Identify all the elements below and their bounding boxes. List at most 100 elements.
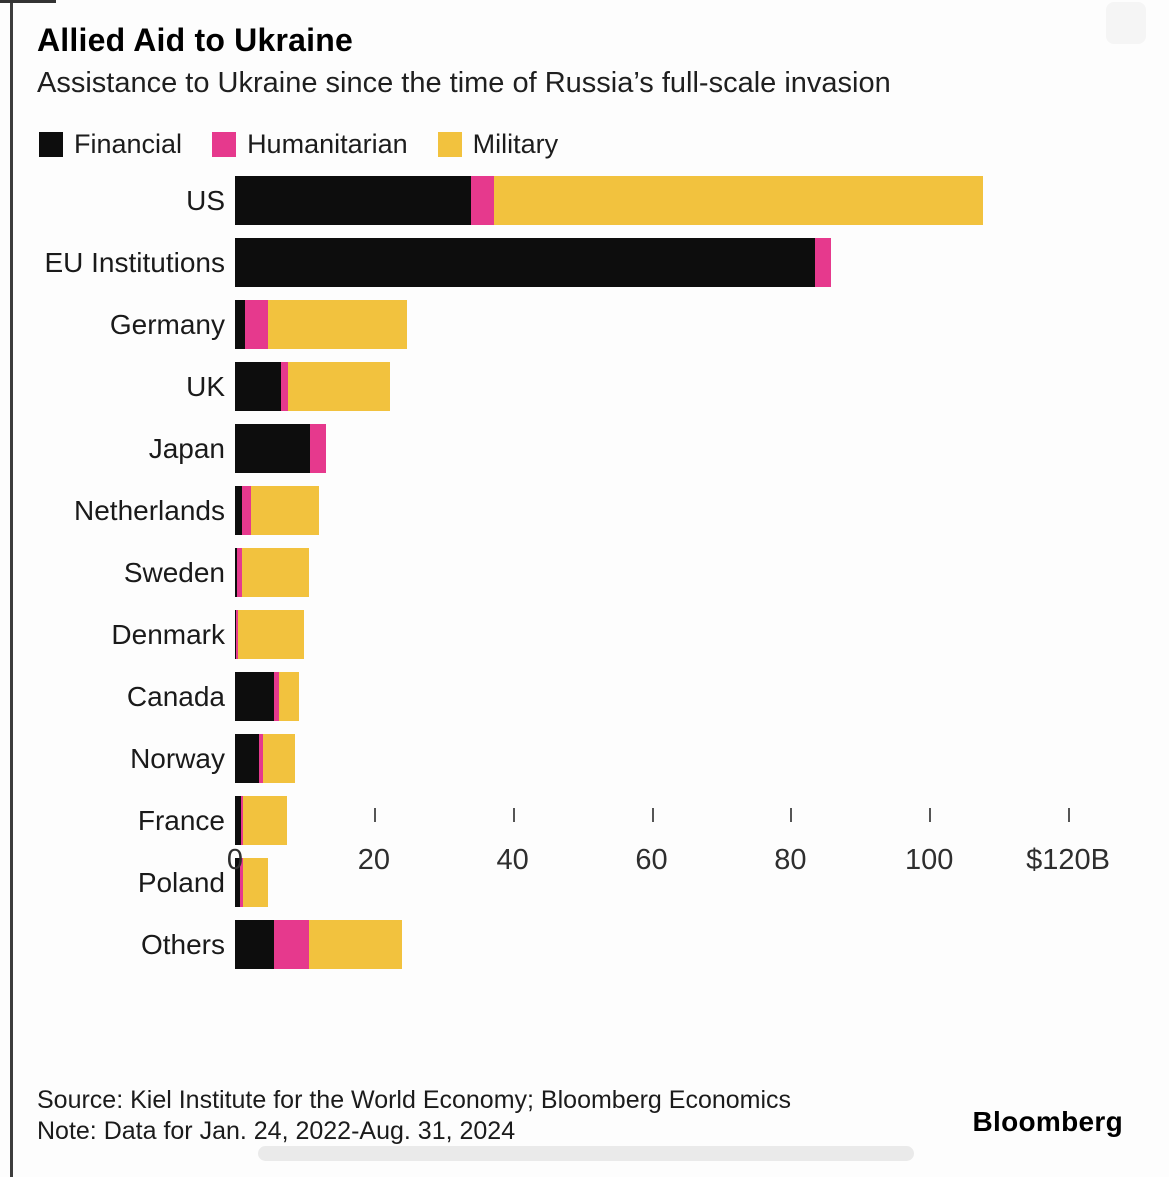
bar-row: Norway (0, 734, 1169, 783)
bar-row: Germany (0, 300, 1169, 349)
bar-segment-financial (235, 486, 242, 535)
axis-tick-label: 100 (904, 844, 954, 876)
bar-row: Poland (0, 858, 1169, 907)
bar-row: France (0, 796, 1169, 845)
bar-row: Others (0, 920, 1169, 969)
bar-row: UK (0, 362, 1169, 411)
note-text: Note: Data for Jan. 24, 2022-Aug. 31, 20… (37, 1117, 516, 1145)
bar-rows: US EU Institutions Germany UK Japan Netherlan… (0, 176, 1169, 969)
bar-segment-financial (235, 920, 274, 969)
legend-item-financial: Financial (39, 129, 182, 160)
legend-label: Military (472, 129, 559, 159)
bar-segment-financial (235, 548, 238, 597)
bar-segment-humanitarian (273, 920, 309, 969)
source-text: Source: Kiel Institute for the World Eco… (37, 1086, 792, 1114)
financial-swatch-icon (39, 132, 63, 157)
bar-segment-humanitarian (814, 238, 831, 287)
category-label: UK (186, 370, 225, 402)
bar-track (235, 796, 288, 845)
bar-segment-financial (235, 176, 472, 225)
category-label: Japan (148, 432, 225, 464)
bar-row: US (0, 176, 1169, 225)
bar-segment-financial (235, 300, 245, 349)
bar-segment-military (278, 672, 299, 721)
bar-segment-humanitarian (241, 486, 251, 535)
video-control-ghost (1106, 2, 1146, 44)
bar-segment-military (238, 610, 305, 659)
bar-segment-military (242, 858, 269, 907)
legend-item-humanitarian: Humanitarian (212, 129, 408, 160)
bar-segment-military (287, 362, 390, 411)
category-label: Norway (130, 742, 225, 774)
military-swatch-icon (437, 132, 462, 157)
bar-track (235, 300, 408, 349)
bar-segment-financial (235, 610, 237, 659)
video-scrubber-bar[interactable] (258, 1146, 914, 1161)
category-label: Canada (126, 680, 225, 712)
window-left-border (10, 0, 13, 1177)
window-top-border (0, 0, 56, 3)
axis-tick (929, 808, 932, 822)
bar-track (235, 486, 319, 535)
bar-segment-humanitarian (273, 672, 279, 721)
bar-segment-humanitarian (259, 734, 264, 783)
bar-segment-military (243, 796, 288, 845)
humanitarian-swatch-icon (212, 132, 237, 157)
bar-row: EU Institutions (0, 238, 1169, 287)
bar-segment-humanitarian (309, 424, 326, 473)
bar-segment-financial (235, 858, 240, 907)
bar-track (235, 238, 831, 287)
bar-segment-humanitarian (471, 176, 494, 225)
axis-tick (373, 808, 376, 822)
category-label: EU Institutions (44, 246, 225, 278)
axis-tick-label: $120B (1026, 844, 1110, 876)
bar-track (235, 858, 269, 907)
bar-row: Netherlands (0, 486, 1169, 535)
bar-segment-humanitarian (240, 796, 244, 845)
bar-segment-financial (235, 796, 241, 845)
bar-track (235, 610, 305, 659)
axis-tick-label: 80 (774, 844, 807, 876)
axis-tick (651, 808, 654, 822)
bar-segment-humanitarian (239, 858, 243, 907)
bar-segment-military (263, 734, 295, 783)
category-label: Sweden (123, 556, 225, 588)
legend-label: Humanitarian (247, 129, 408, 159)
bar-row: Canada (0, 672, 1169, 721)
bar-segment-financial (235, 734, 260, 783)
bloomberg-logo: Bloomberg (972, 1106, 1123, 1137)
axis-tick (790, 808, 793, 822)
legend-label: Financial (74, 129, 183, 159)
bar-track (235, 672, 299, 721)
bar-segment-financial (235, 672, 274, 721)
bar-segment-military (308, 920, 403, 969)
bar-segment-humanitarian (280, 362, 288, 411)
bar-row: Sweden (0, 548, 1169, 597)
bar-segment-humanitarian (236, 610, 239, 659)
bar-segment-humanitarian (237, 548, 242, 597)
bar-track (235, 734, 295, 783)
stacked-bar-chart: US EU Institutions Germany UK Japan Netherlan… (0, 176, 1169, 982)
bar-segment-financial (235, 424, 310, 473)
axis-tick-label: 60 (635, 844, 668, 876)
category-label: Denmark (111, 618, 225, 650)
category-label: US (186, 184, 225, 216)
legend: Financial Humanitarian Military (39, 129, 558, 160)
bar-track (235, 176, 984, 225)
legend-item-military: Military (437, 129, 559, 160)
chart-subtitle: Assistance to Ukraine since the time of … (37, 67, 891, 99)
bar-track (235, 548, 310, 597)
category-label: Others (140, 928, 225, 960)
category-label: Netherlands (74, 494, 225, 526)
bar-segment-military (493, 176, 984, 225)
bar-segment-humanitarian (244, 300, 269, 349)
bar-segment-military (268, 300, 408, 349)
bar-track (235, 920, 403, 969)
axis-tick (512, 808, 515, 822)
bar-segment-military (250, 486, 319, 535)
bar-row: Japan (0, 424, 1169, 473)
category-label: Germany (109, 308, 225, 340)
x-axis: 0 20 40 60 80 100 $120B (227, 806, 1135, 896)
bar-segment-financial (235, 362, 281, 411)
bar-segment-financial (235, 238, 815, 287)
